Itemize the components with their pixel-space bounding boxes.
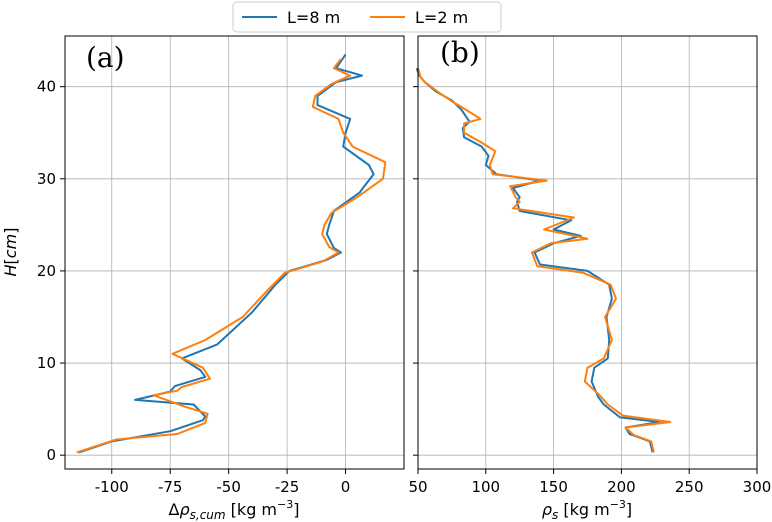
xlabel-a-delta: Δ [169,500,180,519]
panel-a-ylabel: H[cm] [1,228,20,277]
x-tick-label: -100 [95,478,129,496]
y-tick-label: 10 [37,354,56,372]
x-tick-label: 200 [607,478,636,496]
series-line-L8m [78,53,375,454]
ylabel-close: ] [1,228,20,234]
x-tick-label: -50 [216,478,241,496]
panel-a-frame [64,35,405,470]
panel-a-label: (a) [86,41,125,74]
xlabel-b-exp: −3 [610,498,626,511]
series-line-L2m [417,67,672,453]
panel-b-series [415,67,672,453]
xlabel-b-sub: s [552,508,558,522]
panel-a-series [76,53,387,454]
x-tick-label: 50 [408,478,427,496]
panel-a: -100 -75 -50 -25 0 0 10 20 30 40 (a) Δρs,cum [kg … [1,35,405,522]
xlabel-a-rho: ρ [179,500,189,519]
x-tick-label: -75 [158,478,183,496]
legend-label-0: L=8 m [287,8,340,27]
y-tick-label: 20 [37,262,56,280]
x-tick-label: -25 [275,478,300,496]
xlabel-a-unit: [kg m [226,500,277,519]
x-tick-label: 100 [471,478,500,496]
y-tick-label: 30 [37,170,56,188]
legend-box [232,1,502,33]
x-tick-label: 150 [539,478,568,496]
legend-label-1: L=2 m [415,8,468,27]
y-tick-label: 0 [46,446,56,464]
series-line-L2m [76,58,387,454]
panel-b: 50 100 150 200 250 300 (b) ρs [kg m−3] [408,35,772,522]
panel-a-grid [65,36,404,469]
y-tick-label: 40 [37,78,56,96]
legend: L=8 m L=2 m [232,1,502,33]
x-tick-label: 0 [341,478,351,496]
xlabel-a-close: ] [293,500,299,519]
xlabel-b-close: ] [626,500,632,519]
xlabel-b-unit: [kg m [558,500,609,519]
xlabel-a-sub: s,cum [190,508,226,522]
ylabel-h: H [1,264,20,276]
x-tick-label: 250 [675,478,704,496]
ylabel-cm: cm [1,234,20,258]
ylabel-open: [ [1,258,20,264]
panel-a-ticks: -100 -75 -50 -25 0 0 10 20 30 40 [37,78,350,496]
panel-b-label: (b) [440,36,480,69]
panel-b-ticks: 50 100 150 200 250 300 [408,86,772,496]
panel-b-xlabel: ρs [kg m−3] [542,498,632,522]
xlabel-b-rho: ρ [542,500,552,519]
x-tick-label: 300 [743,478,772,496]
panel-a-xlabel: Δρs,cum [kg m−3] [169,498,300,522]
xlabel-a-exp: −3 [277,498,293,511]
panel-b-frame [417,35,758,470]
panel-b-grid [417,36,758,469]
series-line-L8m [415,67,661,453]
